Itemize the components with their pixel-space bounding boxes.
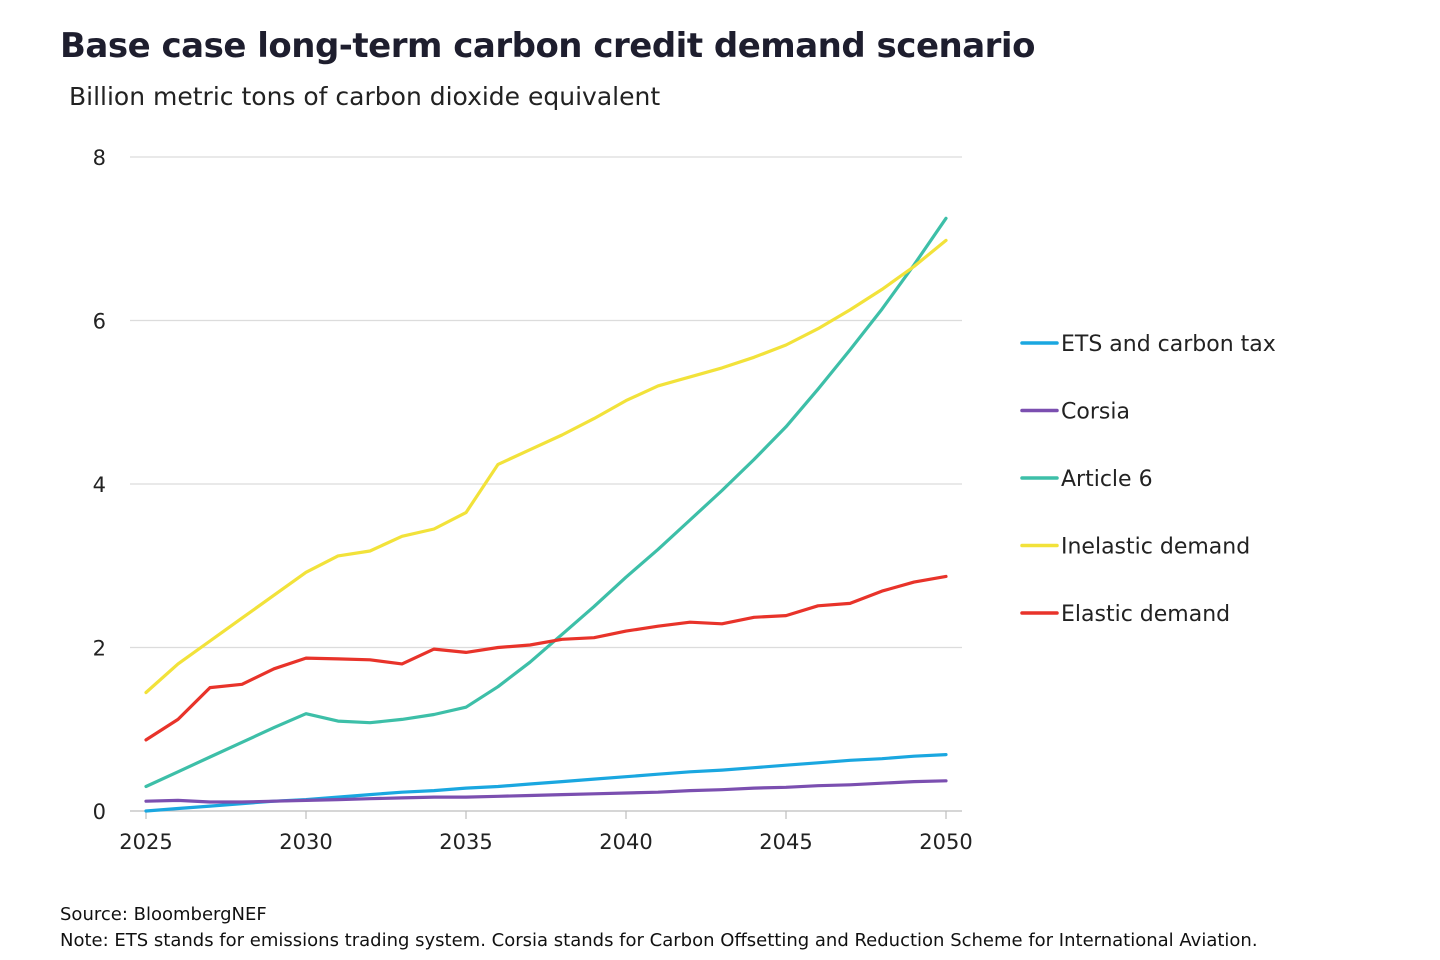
legend-label-0: ETS and carbon tax <box>1061 332 1276 357</box>
legend-label-4: Elastic demand <box>1061 602 1230 627</box>
gridlines <box>130 156 962 812</box>
x-tick-label-2030: 2030 <box>279 830 332 854</box>
x-tick-label-2040: 2040 <box>599 830 652 854</box>
footnote: Note: ETS stands for emissions trading s… <box>60 930 1258 951</box>
series-line-1 <box>144 779 948 804</box>
chart-subtitle: Billion metric tons of carbon dioxide eq… <box>69 82 661 111</box>
x-tick-label-2035: 2035 <box>439 830 492 854</box>
series-line-4 <box>144 574 948 742</box>
y-tick-label-6: 6 <box>93 310 106 334</box>
y-tick-label-2: 2 <box>93 637 106 661</box>
series-line-3 <box>144 238 948 695</box>
x-tick-label-2025: 2025 <box>119 830 172 854</box>
chart-title: Base case long-term carbon credit demand… <box>60 26 1035 66</box>
legend-label-3: Inelastic demand <box>1061 535 1250 560</box>
legend-label-2: Article 6 <box>1061 467 1153 492</box>
legend-label-1: Corsia <box>1061 400 1130 425</box>
y-tick-label-4: 4 <box>93 473 106 497</box>
series-line-2 <box>144 216 948 789</box>
y-tick-label-8: 8 <box>93 146 106 170</box>
y-axis-ticks: 0 2 4 6 8 <box>93 146 106 824</box>
x-tick-label-2045: 2045 <box>759 830 812 854</box>
source-note: Source: BloombergNEF <box>60 904 267 925</box>
legend: ETS and carbon tax Corsia Article 6 Inelast… <box>1020 332 1276 627</box>
series-lines <box>144 216 948 813</box>
y-tick-label-0: 0 <box>93 800 106 824</box>
x-tick-label-2050: 2050 <box>919 830 972 854</box>
x-axis-ticks: 2025 2030 2035 2040 2045 2050 <box>119 811 973 854</box>
